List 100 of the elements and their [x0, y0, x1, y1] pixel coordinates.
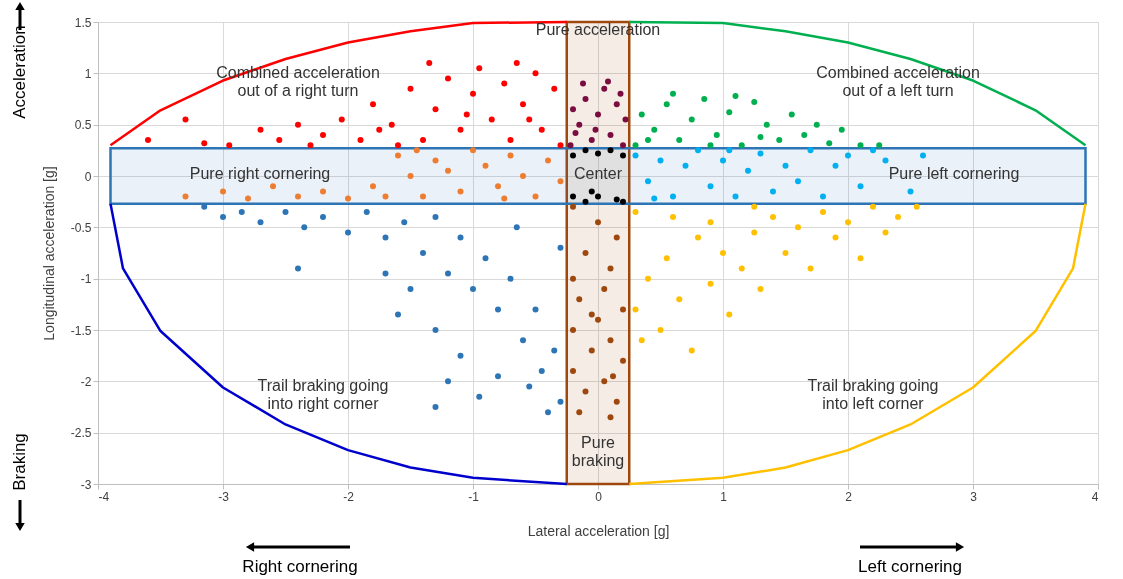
point	[482, 255, 489, 262]
point	[395, 311, 401, 318]
point	[501, 195, 508, 202]
point	[676, 296, 683, 303]
annotation: Trail braking going into left corner	[807, 377, 939, 412]
x-tick-label: 3	[970, 489, 978, 504]
point	[595, 219, 601, 226]
point	[395, 142, 401, 149]
point	[470, 90, 476, 97]
point	[476, 393, 483, 400]
point	[557, 398, 564, 405]
point	[495, 373, 501, 380]
point	[607, 337, 614, 344]
point	[557, 178, 564, 185]
point	[732, 193, 739, 200]
point	[632, 208, 639, 215]
point	[632, 142, 639, 149]
point	[520, 101, 526, 108]
point	[738, 265, 745, 272]
point	[726, 109, 733, 116]
point	[707, 219, 714, 226]
point	[257, 219, 264, 226]
point	[663, 255, 670, 262]
line-series	[109, 20, 568, 147]
x-tick-label: 1	[720, 489, 728, 504]
point	[401, 219, 408, 226]
point	[770, 188, 776, 195]
point	[295, 193, 301, 200]
point	[745, 167, 751, 174]
point	[345, 229, 351, 236]
point	[607, 414, 614, 421]
point	[605, 78, 611, 85]
point	[688, 347, 695, 354]
point	[751, 229, 758, 236]
point	[838, 126, 845, 133]
point	[795, 178, 801, 185]
point	[701, 96, 708, 102]
point	[501, 80, 508, 87]
point	[513, 60, 520, 67]
point	[613, 234, 620, 241]
point	[570, 106, 576, 113]
point	[482, 162, 489, 169]
point	[720, 157, 726, 164]
point	[182, 193, 189, 200]
point	[357, 137, 364, 144]
point	[657, 157, 664, 164]
point	[588, 311, 595, 318]
point	[782, 250, 789, 256]
point	[857, 255, 864, 262]
point	[588, 188, 595, 195]
point	[582, 198, 589, 205]
line-series	[109, 202, 568, 486]
point	[513, 224, 520, 231]
point	[832, 162, 839, 169]
point	[601, 378, 608, 385]
point	[707, 183, 714, 190]
point	[607, 147, 614, 154]
point	[320, 131, 326, 138]
point	[432, 157, 439, 164]
point	[388, 121, 395, 128]
point	[338, 116, 345, 123]
point	[576, 121, 583, 128]
text: Right cornering	[242, 557, 358, 576]
point	[870, 147, 876, 154]
point	[613, 196, 620, 203]
point	[470, 147, 476, 154]
point	[295, 265, 301, 272]
annotation: Center	[573, 165, 623, 182]
point	[607, 131, 614, 138]
point	[757, 150, 764, 157]
point	[245, 195, 251, 202]
point	[645, 178, 651, 185]
point	[507, 152, 514, 159]
point	[807, 265, 814, 272]
y-tick-label: -1	[80, 272, 92, 287]
annotation: Pure braking	[571, 434, 625, 469]
point	[882, 229, 889, 236]
point	[876, 142, 883, 149]
point	[201, 140, 208, 147]
point	[257, 126, 264, 133]
point	[726, 147, 733, 154]
point	[620, 142, 626, 149]
point	[651, 195, 658, 202]
annotation: Trail braking going into right corner	[257, 377, 389, 412]
point	[582, 96, 589, 102]
point	[632, 152, 639, 159]
point	[663, 101, 670, 108]
x-tick-label: 4	[1091, 489, 1099, 504]
point	[763, 121, 770, 128]
point	[707, 280, 714, 287]
point	[801, 131, 808, 138]
point	[651, 126, 658, 133]
text: Braking	[10, 433, 29, 491]
point	[670, 193, 676, 200]
point	[657, 327, 664, 333]
point	[395, 152, 401, 159]
point	[538, 368, 545, 375]
point	[532, 306, 539, 313]
point	[476, 65, 483, 72]
point	[382, 193, 389, 200]
